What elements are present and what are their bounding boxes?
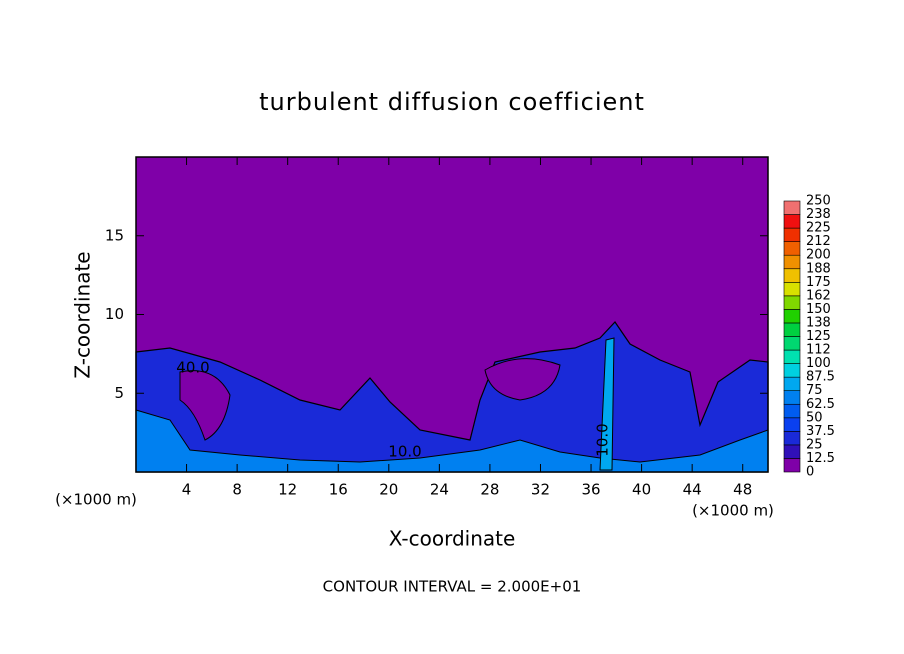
colorbar-cell [783, 227, 801, 242]
colorbar-label: 225 [806, 221, 831, 236]
y-tick-label: 10 [105, 305, 124, 323]
chart-title: turbulent diffusion coefficient [259, 88, 645, 116]
colorbar-label: 150 [806, 302, 831, 317]
x-tick-label: 40 [632, 481, 651, 499]
colorbar-label: 100 [806, 356, 831, 371]
colorbar-label: 175 [806, 275, 831, 290]
x-tick-label: 44 [683, 481, 702, 499]
x-axis-label: X-coordinate [389, 527, 516, 551]
colorbar-cell [783, 390, 801, 405]
field-region [484, 358, 561, 401]
y-tick-label: 5 [114, 384, 124, 402]
colorbar-cell [783, 200, 801, 215]
field-region [179, 370, 231, 441]
colorbar-label: 238 [806, 207, 831, 222]
y-unit-label: (×1000 m) [55, 491, 137, 509]
colorbar-label: 212 [806, 234, 831, 249]
x-tick-label: 8 [232, 481, 242, 499]
x-tick-label: 32 [531, 481, 550, 499]
colorbar-cell [783, 336, 801, 351]
x-tick-label: 16 [329, 481, 348, 499]
colorbar-cell [783, 444, 801, 459]
colorbar-label: 87.5 [806, 370, 835, 385]
colorbar-label: 162 [806, 288, 831, 303]
colorbar-cell [783, 458, 801, 473]
contour-label: 10.0 [594, 423, 612, 456]
colorbar-label: 250 [806, 194, 831, 209]
footnote: CONTOUR INTERVAL = 2.000E+01 [323, 578, 582, 596]
colorbar-cell [783, 281, 801, 297]
contour-label: 40.0 [176, 359, 209, 377]
colorbar-cell [783, 322, 801, 337]
x-tick-label: 28 [480, 481, 499, 499]
colorbar-cell [783, 349, 801, 364]
colorbar-label: 138 [806, 315, 831, 330]
colorbar-label: 25 [806, 437, 823, 452]
colorbar-cell [783, 309, 801, 324]
y-tick-label: 15 [105, 226, 124, 244]
colorbar-cell [783, 363, 801, 378]
colorbar-label: 188 [806, 261, 831, 276]
colorbar-cell [783, 417, 801, 432]
colorbar-label: 62.5 [806, 397, 835, 412]
x-tick-label: 48 [733, 481, 752, 499]
x-tick-label: 4 [182, 481, 192, 499]
colorbar-label: 112 [806, 343, 831, 358]
x-tick-label: 24 [430, 481, 449, 499]
colorbar-cell [783, 403, 801, 419]
colorbar-label: 75 [806, 383, 823, 398]
x-tick-label: 12 [278, 481, 297, 499]
colorbar-label: 37.5 [806, 424, 835, 439]
colorbar-cell [783, 295, 801, 310]
colorbar-cell [783, 376, 801, 391]
colorbar-label: 200 [806, 248, 831, 263]
colorbar-cell [783, 241, 801, 256]
colorbar-cell [783, 214, 801, 229]
x-unit-label: (×1000 m) [692, 502, 774, 520]
field [135, 157, 769, 473]
field-region [599, 337, 615, 471]
colorbar-cell [783, 254, 801, 270]
contour-label: 10.0 [388, 443, 421, 461]
y-axis-label: Z-coordinate [71, 251, 95, 378]
colorbar-cell [783, 431, 801, 446]
x-tick-label: 36 [581, 481, 600, 499]
x-tick-label: 20 [379, 481, 398, 499]
colorbar-label: 50 [806, 410, 823, 425]
colorbar-cell [783, 268, 801, 283]
colorbar-label: 12.5 [806, 451, 835, 466]
colorbar-label: 125 [806, 329, 831, 344]
colorbar-label: 0 [806, 465, 814, 480]
